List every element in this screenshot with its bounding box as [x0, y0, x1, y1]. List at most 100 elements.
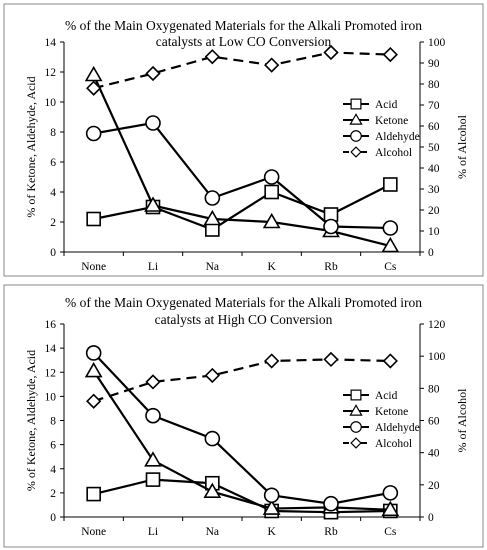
data-point-alcohol [382, 353, 398, 369]
x-tick-label: K [268, 261, 277, 273]
data-point-ketone [203, 209, 222, 226]
y2-tick-label: 40 [428, 448, 440, 460]
series-line-ketone [92, 370, 391, 511]
data-point-alcohol [86, 80, 102, 96]
y-tick-label: 0 [50, 247, 56, 259]
legend-marker-alcohol [350, 146, 362, 158]
series-line-alcohol [93, 358, 391, 403]
chart-frame [3, 284, 484, 548]
y2-tick-label: 70 [428, 100, 440, 112]
series-line-aldehyde [93, 121, 391, 230]
y-tick-label: 16 [45, 319, 57, 331]
series-line-acid [93, 478, 391, 514]
data-point-alcohol [382, 46, 398, 63]
legend-marker-ketone [349, 404, 363, 416]
y-tick-label: 0 [50, 512, 56, 524]
x-tick-label: Cs [384, 261, 397, 273]
series-line-alcohol [93, 51, 391, 90]
y-tick-label: 6 [50, 440, 56, 452]
legend-marker-ketone [349, 113, 363, 125]
y-tick-label: 4 [50, 464, 56, 476]
y-tick-label: 12 [45, 67, 57, 79]
y2-axis-label: % of Alcohol [455, 388, 469, 453]
y-tick-label: 14 [45, 37, 57, 49]
y2-tick-label: 20 [428, 480, 440, 492]
legend-marker-aldehyde [350, 421, 362, 433]
data-point-alcohol [264, 353, 280, 369]
x-tick-label: None [81, 526, 106, 538]
data-point-aldehyde [85, 125, 102, 142]
y-tick-label: 2 [50, 488, 56, 500]
y2-tick-label: 0 [428, 512, 434, 524]
chart-2: % of the Main Oxygenated Materials for t… [3, 284, 484, 548]
x-tick-label: Li [148, 261, 158, 273]
data-point-ketone [203, 482, 222, 498]
legend-marker-aldehyde [350, 130, 362, 142]
legend: Acid Ketone Aldehyde Alcohol [343, 98, 420, 159]
x-tick-label: Na [206, 261, 219, 273]
y2-tick-label: 80 [428, 79, 440, 91]
y-tick-label: 6 [50, 157, 56, 169]
data-point-aldehyde [323, 218, 339, 235]
data-point-acid [383, 177, 398, 192]
data-point-ketone [144, 196, 162, 212]
chart-title-line: % of the Main Oxygenated Materials for t… [65, 295, 422, 310]
data-point-aldehyde [323, 495, 339, 512]
y-axis-label: % of Ketone, Aldehyde, Acid [24, 76, 38, 217]
y2-tick-label: 100 [428, 351, 446, 363]
y2-axis-label: % of Alcohol [455, 114, 469, 179]
series-line-ketone [92, 74, 391, 248]
x-tick-label: Rb [324, 261, 338, 273]
y-tick-label: 10 [45, 97, 57, 109]
data-point-aldehyde [382, 485, 399, 501]
data-point-alcohol [145, 374, 161, 390]
data-point-ketone [144, 451, 162, 467]
data-point-aldehyde [145, 407, 161, 424]
legend-marker-acid [350, 98, 362, 110]
data-point-acid [264, 184, 279, 200]
data-point-acid [86, 486, 101, 502]
data-point-alcohol [323, 351, 339, 368]
data-point-aldehyde [85, 345, 102, 361]
y2-tick-label: 90 [428, 58, 440, 70]
y-tick-label: 8 [50, 127, 56, 139]
y-tick-label: 12 [45, 367, 57, 379]
y2-tick-label: 60 [428, 121, 440, 133]
legend-marker-alcohol [350, 437, 362, 449]
y2-tick-label: 20 [428, 205, 440, 217]
data-point-alcohol [323, 44, 339, 61]
y2-tick-label: 60 [428, 416, 440, 428]
data-point-acid [145, 472, 161, 487]
y2-tick-label: 100 [428, 37, 446, 49]
legend: Acid Ketone Aldehyde Alcohol [343, 389, 420, 450]
legend-label: Ketone [375, 406, 408, 418]
data-point-ketone [84, 361, 103, 378]
y2-tick-label: 30 [428, 184, 440, 196]
legend-label: Aldehyde [375, 422, 420, 434]
data-point-alcohol [204, 367, 220, 384]
data-point-aldehyde [382, 220, 399, 236]
chart-title-line: % of the Main Oxygenated Materials for t… [65, 18, 422, 33]
legend-label: Acid [375, 99, 398, 111]
x-tick-label: None [81, 261, 106, 273]
x-tick-label: Cs [384, 526, 397, 538]
legend-label: Alcohol [375, 438, 412, 450]
data-point-aldehyde [204, 190, 221, 206]
data-point-alcohol [145, 65, 161, 82]
x-tick-label: K [268, 526, 277, 538]
y2-tick-label: 50 [428, 142, 440, 154]
y2-tick-label: 40 [428, 163, 440, 175]
legend-marker-acid [350, 389, 362, 401]
data-point-alcohol [86, 393, 102, 409]
data-point-ketone [381, 500, 400, 517]
data-point-aldehyde [263, 169, 280, 185]
y-tick-label: 4 [50, 187, 56, 199]
legend-label: Acid [375, 390, 398, 402]
data-point-aldehyde [263, 487, 280, 504]
data-point-ketone [262, 212, 281, 229]
data-point-ketone [381, 236, 400, 253]
y-tick-label: 14 [45, 343, 57, 355]
y-tick-label: 8 [50, 416, 56, 428]
x-tick-label: Li [148, 526, 158, 538]
